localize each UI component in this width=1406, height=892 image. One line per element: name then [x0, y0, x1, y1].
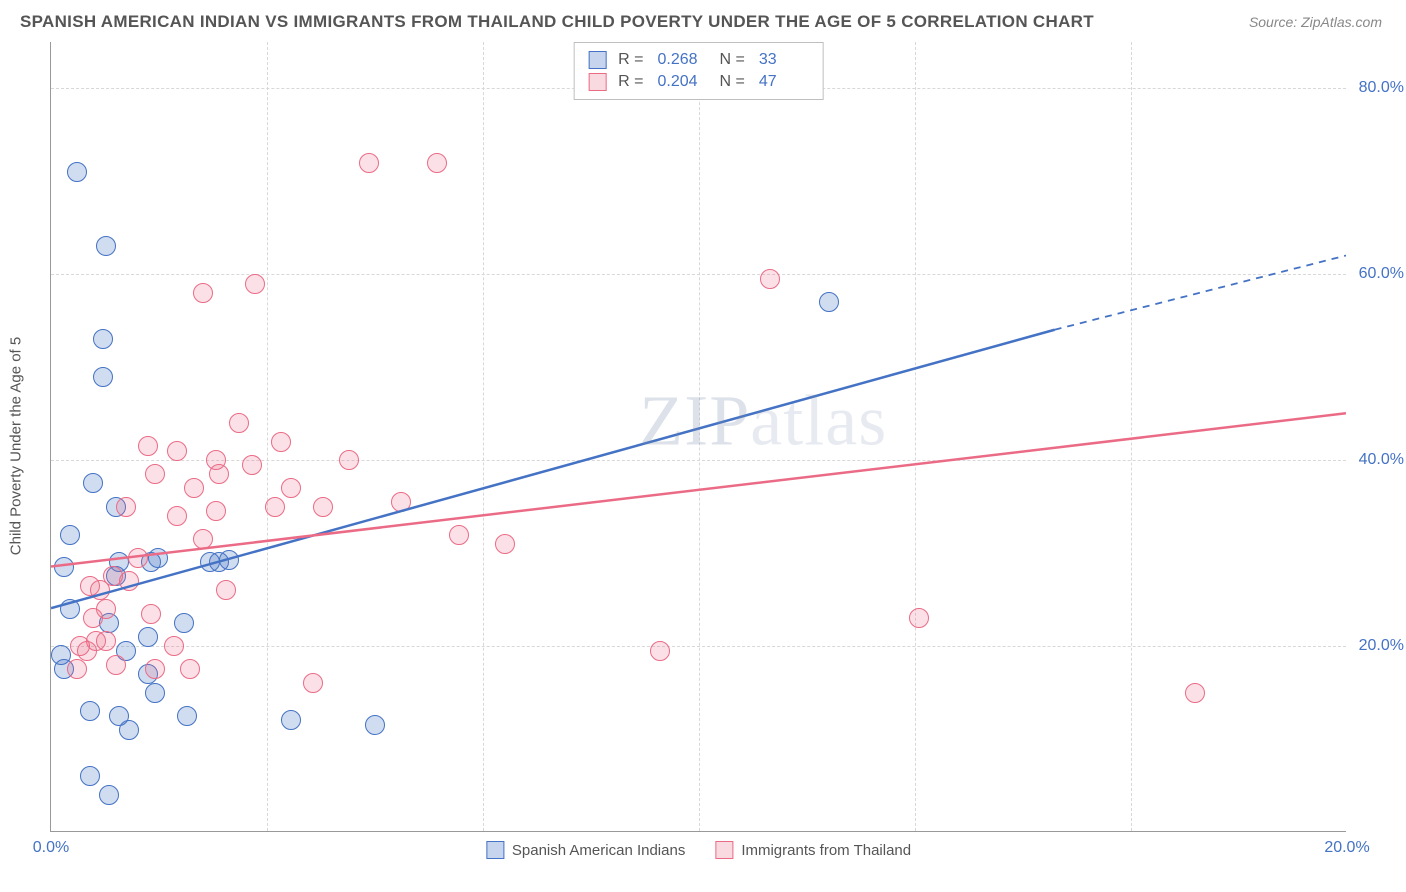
gridline-v: [699, 42, 700, 831]
point-blue: [93, 329, 113, 349]
swatch-pink-icon: [588, 73, 606, 91]
point-blue: [54, 557, 74, 577]
point-blue: [819, 292, 839, 312]
point-pink: [145, 464, 165, 484]
r-value-blue: 0.268: [658, 51, 708, 69]
point-pink: [167, 506, 187, 526]
n-value-pink: 47: [759, 73, 809, 91]
point-blue: [80, 701, 100, 721]
stats-row-blue: R = 0.268 N = 33: [588, 49, 809, 71]
point-pink: [67, 659, 87, 679]
point-pink: [141, 604, 161, 624]
point-pink: [313, 497, 333, 517]
gridline-v: [1131, 42, 1132, 831]
r-label: R =: [618, 73, 643, 91]
point-pink: [760, 269, 780, 289]
point-pink: [119, 571, 139, 591]
point-blue: [109, 706, 129, 726]
point-pink: [209, 464, 229, 484]
point-pink: [303, 673, 323, 693]
point-blue: [138, 627, 158, 647]
point-pink: [193, 529, 213, 549]
point-pink: [339, 450, 359, 470]
swatch-pink-icon: [715, 841, 733, 859]
point-pink: [206, 501, 226, 521]
point-blue: [83, 473, 103, 493]
point-pink: [1185, 683, 1205, 703]
legend-label-blue: Spanish American Indians: [512, 842, 685, 859]
point-pink: [650, 641, 670, 661]
n-label: N =: [720, 51, 745, 69]
point-pink: [96, 631, 116, 651]
point-pink: [145, 659, 165, 679]
y-tick-label: 20.0%: [1359, 637, 1404, 655]
point-pink: [242, 455, 262, 475]
point-pink: [106, 655, 126, 675]
point-blue: [145, 683, 165, 703]
source-attribution: Source: ZipAtlas.com: [1249, 14, 1382, 30]
x-tick-label: 20.0%: [1324, 839, 1369, 857]
point-pink: [495, 534, 515, 554]
r-value-pink: 0.204: [658, 73, 708, 91]
legend-label-pink: Immigrants from Thailand: [741, 842, 911, 859]
y-axis-label: Child Poverty Under the Age of 5: [8, 337, 25, 555]
point-pink: [167, 441, 187, 461]
point-pink: [359, 153, 379, 173]
point-blue: [51, 645, 71, 665]
point-blue: [365, 715, 385, 735]
point-blue: [281, 710, 301, 730]
point-blue: [67, 162, 87, 182]
chart-title: SPANISH AMERICAN INDIAN VS IMMIGRANTS FR…: [20, 12, 1094, 32]
point-blue: [96, 236, 116, 256]
point-blue: [174, 613, 194, 633]
point-pink: [138, 436, 158, 456]
point-pink: [216, 580, 236, 600]
x-tick-label: 0.0%: [33, 839, 69, 857]
point-pink: [265, 497, 285, 517]
n-value-blue: 33: [759, 51, 809, 69]
swatch-blue-icon: [486, 841, 504, 859]
legend-item-blue: Spanish American Indians: [486, 841, 685, 859]
gridline-v: [915, 42, 916, 831]
point-pink: [909, 608, 929, 628]
point-blue: [60, 599, 80, 619]
bottom-legend: Spanish American Indians Immigrants from…: [486, 841, 911, 859]
point-blue: [93, 367, 113, 387]
point-blue: [80, 766, 100, 786]
point-blue: [60, 525, 80, 545]
y-tick-label: 80.0%: [1359, 79, 1404, 97]
r-label: R =: [618, 51, 643, 69]
y-tick-label: 60.0%: [1359, 265, 1404, 283]
point-pink: [193, 283, 213, 303]
point-pink: [229, 413, 249, 433]
stats-row-pink: R = 0.204 N = 47: [588, 71, 809, 93]
point-pink: [245, 274, 265, 294]
point-blue: [177, 706, 197, 726]
gridline-v: [483, 42, 484, 831]
point-pink: [281, 478, 301, 498]
point-pink: [96, 599, 116, 619]
y-tick-label: 40.0%: [1359, 451, 1404, 469]
watermark: ZIPatlas: [639, 379, 887, 462]
point-pink: [164, 636, 184, 656]
point-pink: [449, 525, 469, 545]
point-pink: [391, 492, 411, 512]
point-pink: [184, 478, 204, 498]
point-pink: [271, 432, 291, 452]
point-pink: [128, 548, 148, 568]
n-label: N =: [720, 73, 745, 91]
point-blue: [99, 785, 119, 805]
stats-legend: R = 0.268 N = 33 R = 0.204 N = 47: [573, 42, 824, 100]
gridline-v: [267, 42, 268, 831]
point-pink: [427, 153, 447, 173]
plot-area: ZIPatlas R = 0.268 N = 33 R = 0.204 N = …: [50, 42, 1346, 832]
point-pink: [180, 659, 200, 679]
point-blue: [219, 550, 239, 570]
swatch-blue-icon: [588, 51, 606, 69]
legend-item-pink: Immigrants from Thailand: [715, 841, 911, 859]
point-pink: [116, 497, 136, 517]
